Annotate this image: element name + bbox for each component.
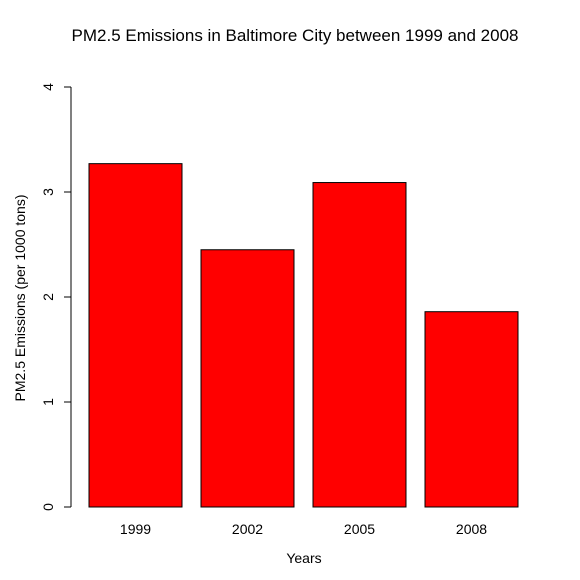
y-tick-label: 3 [40, 188, 56, 196]
y-tick-label: 0 [40, 503, 56, 511]
y-tick-label: 2 [40, 293, 56, 301]
y-tick-label: 4 [40, 83, 56, 91]
y-axis-label: PM2.5 Emissions (per 1000 tons) [12, 195, 28, 402]
bar-2008 [424, 311, 519, 508]
x-tick-label: 2005 [344, 521, 375, 537]
bar-1999 [88, 163, 183, 508]
x-axis-tick-labels: 1999 2002 2005 2008 [120, 521, 487, 537]
x-tick-label: 2008 [456, 521, 487, 537]
x-tick-label: 2002 [232, 521, 263, 537]
bar-2002 [200, 249, 295, 508]
bars [88, 163, 519, 508]
y-axis-ticks: 0 1 2 3 4 [40, 83, 71, 511]
bar-2005 [312, 182, 407, 508]
x-axis-label: Years [286, 550, 321, 566]
y-tick-label: 1 [40, 398, 56, 406]
x-tick-label: 1999 [120, 521, 151, 537]
chart-title: PM2.5 Emissions in Baltimore City betwee… [72, 26, 519, 45]
